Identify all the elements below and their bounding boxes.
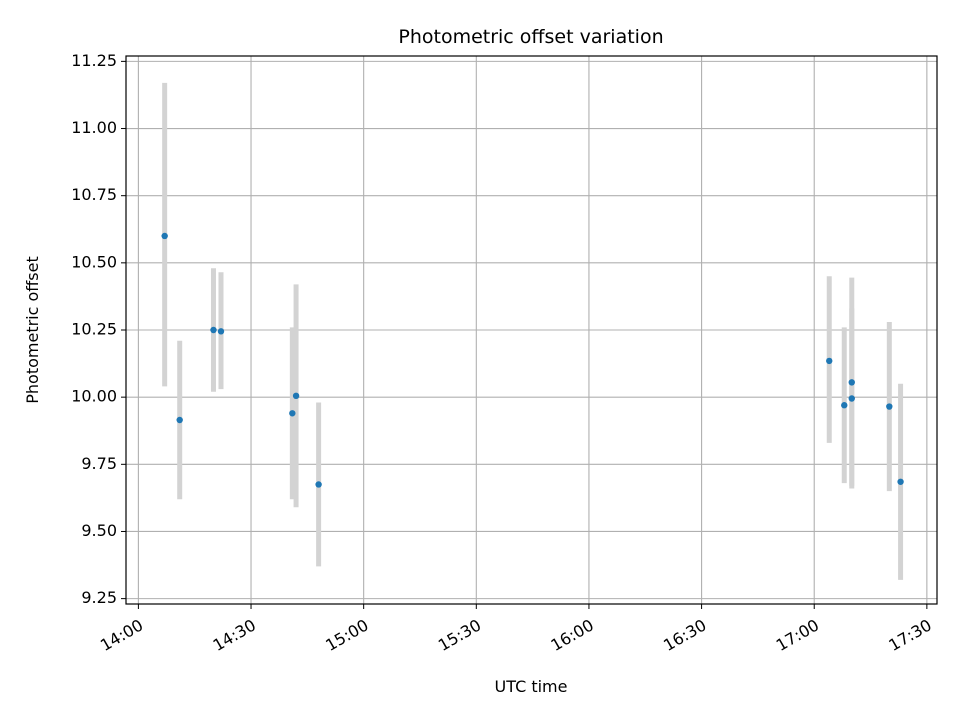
y-tick-label: 11.00	[71, 118, 117, 137]
grid	[126, 56, 937, 604]
data-point	[217, 328, 225, 335]
y-tick-label: 10.00	[71, 387, 117, 406]
y-tick-label: 9.50	[81, 521, 117, 540]
data-point	[826, 357, 833, 365]
data-point	[161, 232, 168, 240]
y-tick-label: 11.25	[71, 51, 117, 70]
data-point	[848, 395, 855, 402]
y-tick-label: 10.50	[71, 252, 117, 271]
data-point	[176, 416, 183, 424]
data-point	[897, 478, 904, 485]
chart-title: Photometric offset variation	[398, 26, 663, 48]
data-points	[161, 232, 904, 488]
y-axis: 9.25 9.50 9.75 10.00 10.25 10.50 10.75 11.00 11.…	[71, 51, 126, 607]
y-tick-label: 9.25	[81, 588, 117, 607]
data-point	[315, 481, 322, 488]
data-point	[210, 326, 217, 334]
y-tick-label: 10.25	[71, 320, 117, 339]
data-point	[292, 392, 300, 400]
y-axis-label: Photometric offset	[23, 256, 42, 404]
y-tick-label: 10.75	[71, 185, 117, 204]
data-point	[848, 379, 855, 386]
data-point	[886, 403, 893, 410]
data-point	[289, 410, 296, 417]
data-point	[841, 402, 848, 409]
x-axis-label: UTC time	[495, 677, 568, 696]
y-tick-label: 9.75	[81, 454, 117, 473]
